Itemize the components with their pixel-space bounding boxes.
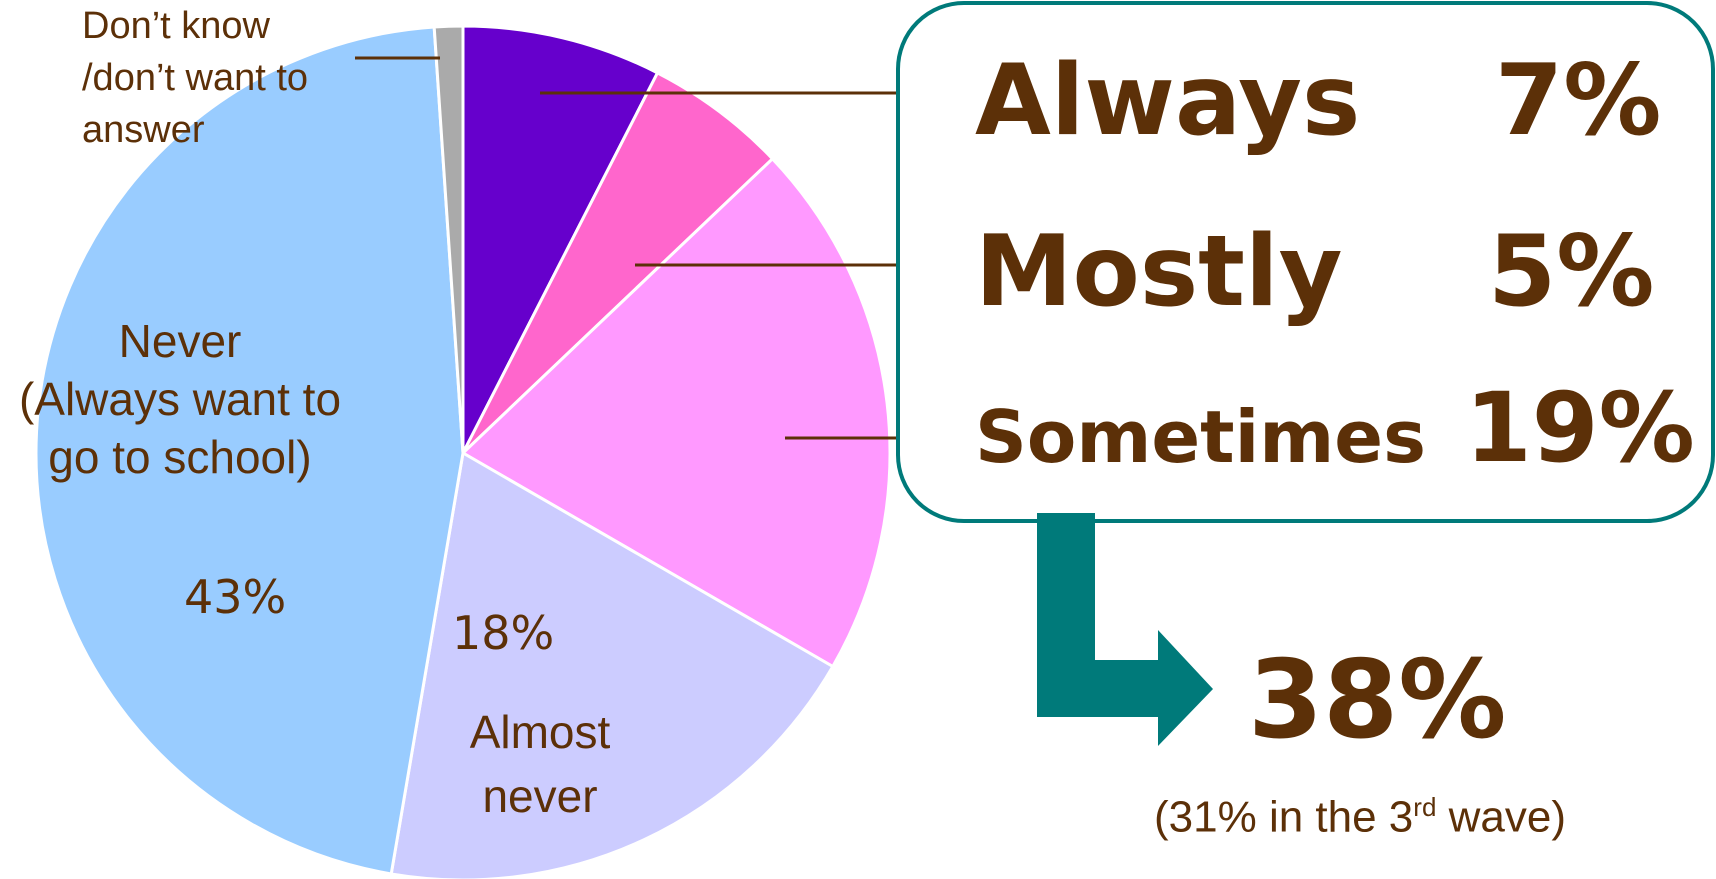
- callout-box: [896, 1, 1715, 523]
- callout-sometimes-pct: 19%: [1465, 372, 1695, 484]
- callout-always-label: Always: [975, 44, 1361, 158]
- callout-mostly-label: Mostly: [975, 215, 1343, 329]
- label-almost-never: Almost never: [469, 706, 611, 822]
- label-never: Never (Always want to go to school): [18, 315, 342, 483]
- pie-slice-mostly: [461, 70, 775, 455]
- wave-comparison-note: (31% in the 3rd wave): [1154, 792, 1566, 842]
- pie-slice-almost-never: [389, 450, 835, 879]
- callout-sometimes-label: Sometimes: [975, 395, 1426, 479]
- label-almost-never-pct: 18%: [452, 606, 555, 660]
- label-never-pct: 43%: [184, 570, 287, 624]
- callout-mostly-pct: 5%: [1488, 215, 1655, 329]
- callout-arrow: [1037, 513, 1213, 746]
- pie-slice-sometimes: [460, 156, 892, 669]
- pie-slice-don-t-know-don-t-want-to-answer: [432, 24, 465, 454]
- pie-slice-never-always-want-to-go-to-school: [34, 25, 465, 876]
- total-percentage: 38%: [1248, 638, 1507, 763]
- pie-slices: [34, 24, 892, 879]
- label-dont-know: Don’t know /don’t want to answer: [82, 5, 309, 151]
- callout-always-pct: 7%: [1495, 44, 1662, 158]
- pie-slice-always: [461, 24, 660, 454]
